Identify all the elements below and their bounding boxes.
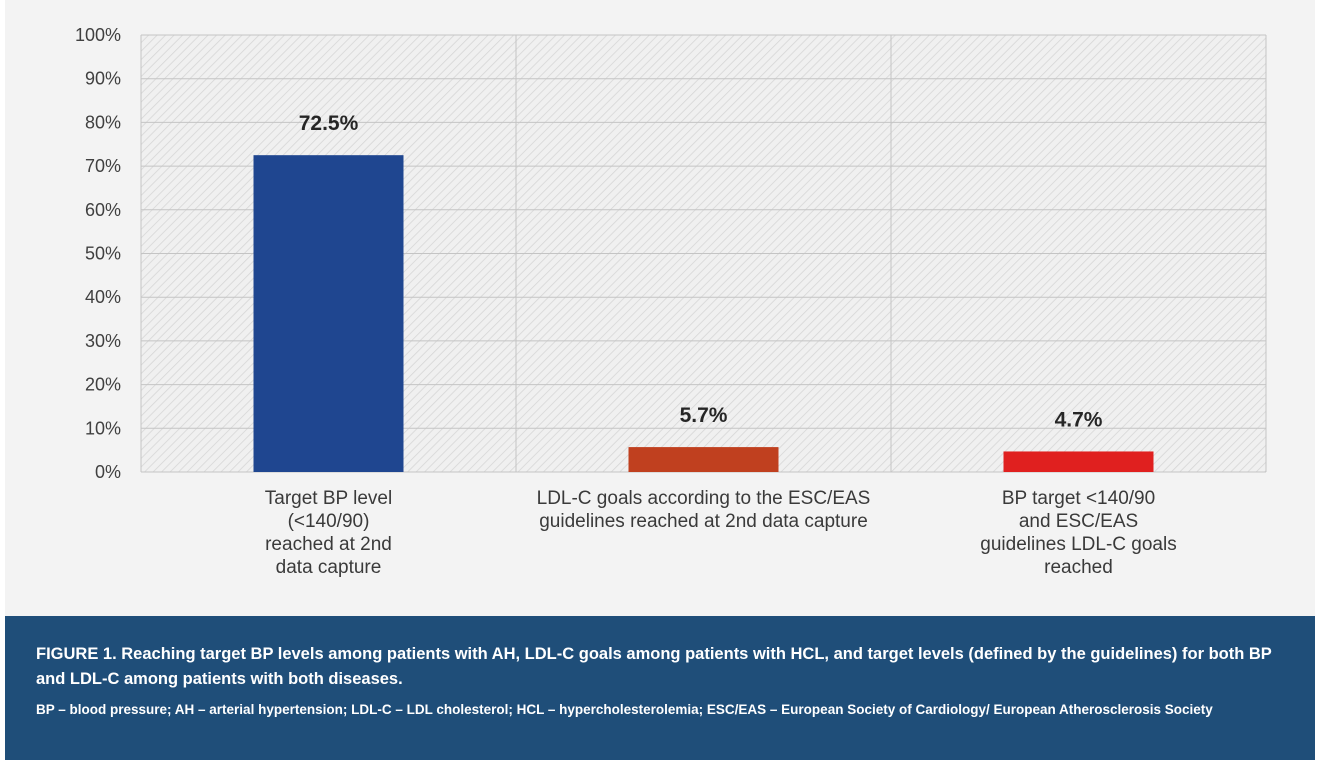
x-tick-label-line: guidelines LDL-C goals	[980, 534, 1177, 555]
x-tick-label-line: BP target <140/90	[1001, 488, 1156, 509]
x-tick-label-line: and ESC/EAS	[1018, 511, 1139, 532]
y-tick-label: 10%	[85, 418, 121, 438]
figure-caption: FIGURE 1. Reaching target BP levels amon…	[5, 616, 1315, 760]
x-tick-label-line: (<140/90)	[287, 511, 370, 532]
data-label: 72.5%	[299, 112, 359, 135]
y-tick-label: 100%	[75, 25, 121, 45]
x-tick-label: Target BP level (<140/90) reached at 2nd da…	[139, 487, 519, 579]
y-tick-label: 60%	[85, 200, 121, 220]
bar	[1003, 451, 1154, 472]
x-tick-label: LDL-C goals according to the ESC/EAS guid…	[514, 487, 894, 533]
x-tick-label-line: reached	[1044, 557, 1113, 578]
y-tick-label: 40%	[85, 287, 121, 307]
y-tick-label: 30%	[85, 331, 121, 351]
y-tick-label: 90%	[85, 69, 121, 89]
y-tick-label: 0%	[95, 462, 121, 482]
y-tick-label: 80%	[85, 112, 121, 132]
data-label: 5.7%	[680, 404, 728, 427]
data-label: 4.7%	[1055, 408, 1103, 431]
caption-title: FIGURE 1. Reaching target BP levels amon…	[36, 645, 1272, 688]
x-tick-label-line: reached at 2nd	[265, 534, 392, 555]
x-tick-label-line: Target BP level	[264, 488, 393, 509]
bar-chart: 0% 10% 20% 30% 40% 50% 60% 70% 80% 90% 100% 72.5% 5.…	[75, 25, 1267, 482]
bar	[628, 447, 779, 472]
x-tick-label-line: data capture	[275, 557, 382, 578]
x-tick-label-line: LDL-C goals according to the ESC/EAS	[536, 488, 871, 509]
y-tick-label: 70%	[85, 156, 121, 176]
x-tick-label-line: guidelines reached at 2nd data capture	[539, 511, 868, 532]
caption-abbreviations: BP – blood pressure; AH – arterial hyper…	[36, 702, 1213, 717]
y-tick-label: 50%	[85, 244, 121, 264]
x-tick-label: BP target <140/90 and ESC/EAS guidelines L…	[889, 487, 1269, 579]
bar	[253, 155, 404, 473]
y-tick-label: 20%	[85, 375, 121, 395]
